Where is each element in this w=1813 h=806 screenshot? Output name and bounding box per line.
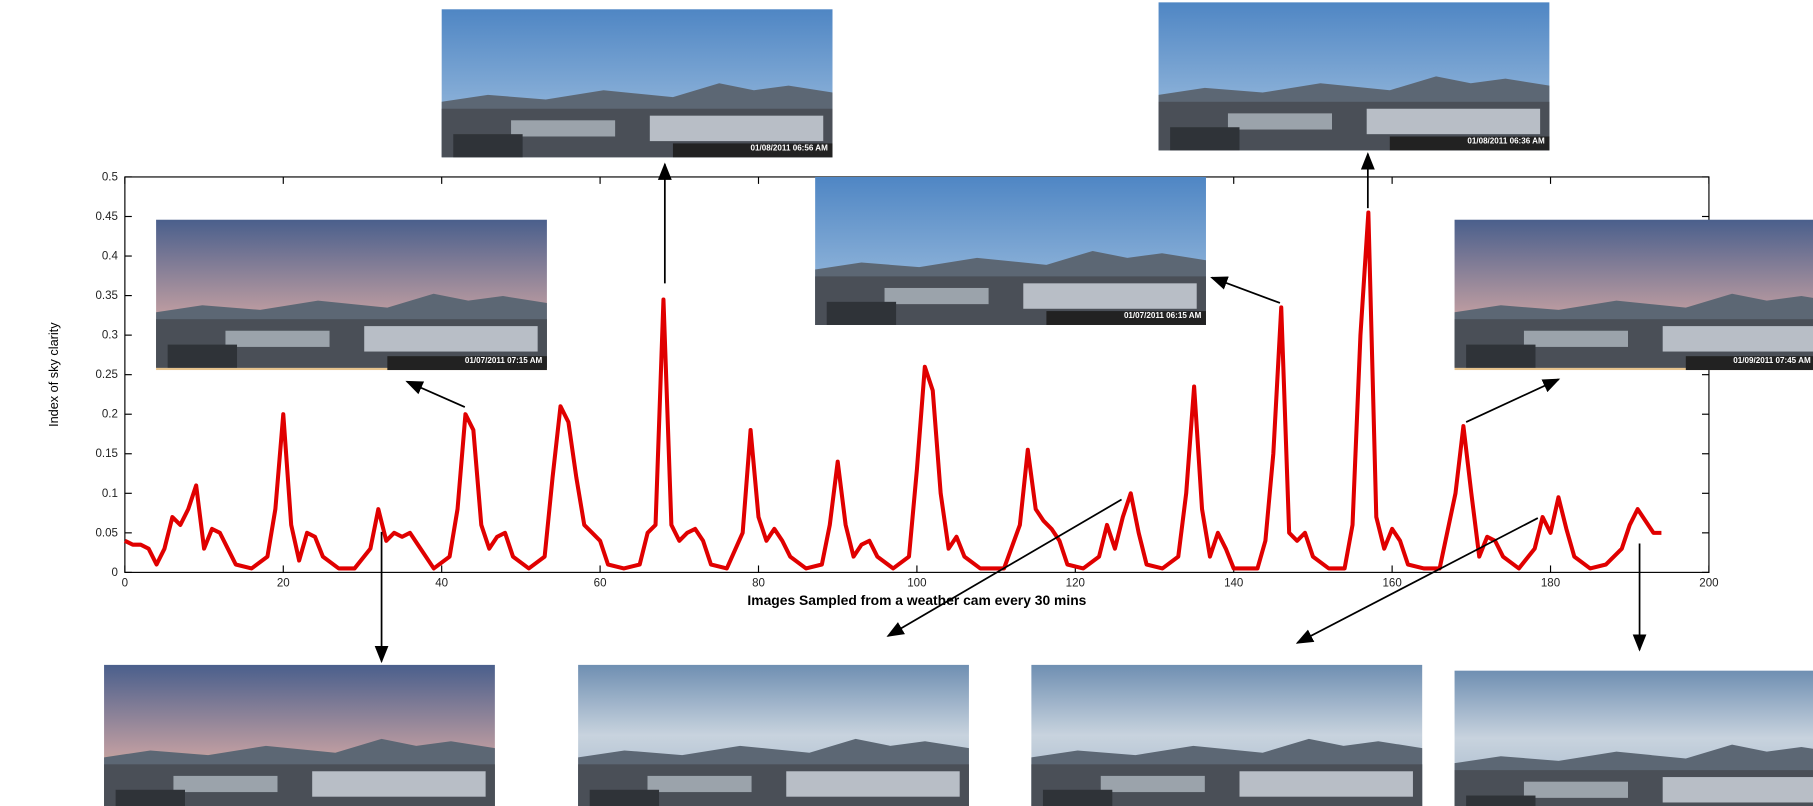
x-tick-label: 80 (752, 577, 765, 589)
photo-stamp: 01/07/2011 07:15 AM (465, 356, 543, 365)
y-tick-label: 0.25 (95, 369, 117, 381)
photo (578, 665, 969, 806)
photo (1031, 665, 1422, 806)
y-tick-label: 0.1 (102, 488, 118, 500)
photo (815, 177, 1206, 325)
y-tick-label: 0.05 (95, 527, 117, 539)
x-tick-label: 180 (1541, 577, 1560, 589)
photo (1159, 2, 1550, 150)
photo (104, 665, 495, 806)
x-axis-label: Images Sampled from a weather cam every … (747, 592, 1086, 608)
y-tick-label: 0.4 (102, 251, 119, 263)
y-tick-label: 0.45 (95, 211, 117, 223)
x-tick-label: 160 (1382, 577, 1401, 589)
x-tick-label: 40 (435, 577, 448, 589)
y-tick-label: 0 (112, 567, 118, 579)
y-tick-label: 0.3 (102, 330, 118, 342)
x-tick-label: 60 (594, 577, 607, 589)
x-tick-label: 140 (1224, 577, 1243, 589)
x-tick-label: 20 (277, 577, 290, 589)
photo-stamp: 01/08/2011 06:56 AM (750, 143, 828, 152)
photo (442, 9, 833, 157)
chart: 0 0.05 0.1 0.15 0.2 0.25 0.3 0.35 0.4 0.45 0.5 0 20 4… (0, 0, 1813, 806)
photos: 01/08/2011 06:56 AM 01/08/2011 06:36 AM … (104, 2, 1813, 806)
photo-stamp: 01/08/2011 06:36 AM (1467, 136, 1545, 145)
y-tick-label: 0.2 (102, 409, 118, 421)
photo (1455, 671, 1813, 806)
y-axis-label: Index of sky clarity (46, 322, 61, 427)
y-tick-label: 0.35 (95, 290, 117, 302)
photo (156, 220, 547, 370)
photo-stamp: 01/07/2011 06:15 AM (1124, 311, 1202, 320)
page: {"chart_data": {"type": "line", "x_label… (0, 0, 1813, 806)
y-tick-label: 0.5 (102, 171, 118, 183)
x-tick-label: 100 (907, 577, 926, 589)
y-tick-label: 0.15 (95, 448, 117, 460)
x-tick-label: 120 (1066, 577, 1085, 589)
photo-stamp: 01/09/2011 07:45 AM (1733, 356, 1811, 365)
x-tick-label: 200 (1699, 577, 1718, 589)
photo (1455, 220, 1813, 370)
x-tick-label: 0 (122, 577, 128, 589)
